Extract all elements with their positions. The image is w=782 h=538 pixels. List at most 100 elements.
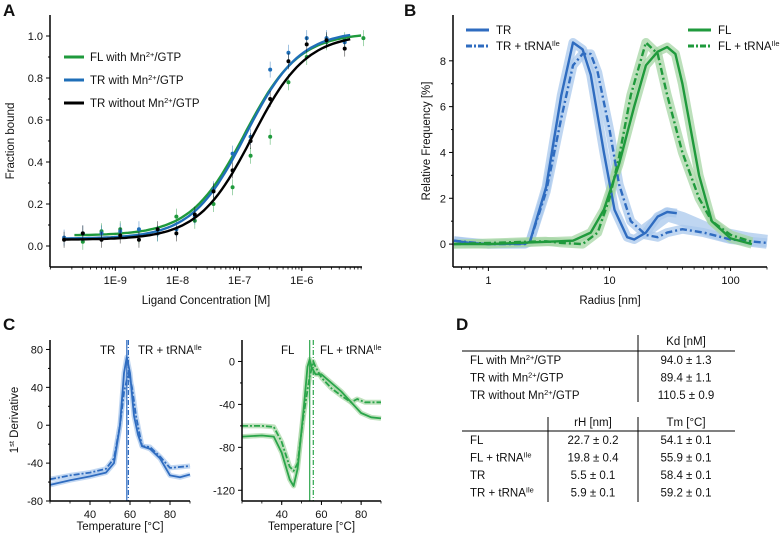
series-annotation-main: TR: [100, 345, 115, 357]
y-axis-title-main: 1: [9, 447, 21, 453]
row-label-rest: /GTP: [537, 373, 564, 385]
x-tick-label: 1E-8: [166, 275, 189, 287]
rh-value: 5.9 ± 0.1: [571, 488, 616, 500]
legend-label-rest: /GTP: [157, 75, 184, 87]
row-label-sup: 2+: [544, 388, 553, 397]
x-tick-label: 10: [603, 275, 615, 287]
y-tick-label: 2: [440, 193, 446, 205]
x-tick-label: 40: [276, 509, 288, 521]
summary-table: Kd [nM]FL with Mn2+/GTP 94.0 ± 1.3TR with…: [462, 335, 735, 502]
row-label-rest: /GTP: [553, 390, 580, 402]
panel-label-a: A: [3, 1, 15, 20]
y-axis-title: 1st Derivative: [7, 387, 21, 454]
x-tick-label: 100: [721, 275, 739, 287]
x-tick-label: 1E-7: [228, 275, 251, 287]
series-line-1: [242, 360, 381, 472]
confidence-band: [453, 49, 768, 249]
kd-header: Kd [nM]: [666, 336, 706, 348]
row-label-main: TR without Mn: [470, 390, 544, 402]
row-label: TR: [470, 470, 485, 482]
x-tick-label: 1: [485, 275, 491, 287]
x-axis-title: Radius [nm]: [579, 295, 640, 307]
row-label-main: FL: [470, 435, 484, 447]
y-tick-label: 0.2: [28, 199, 43, 211]
panel-label-c: C: [3, 315, 15, 334]
x-tick-label: 80: [355, 509, 367, 521]
y-tick-label: 8: [440, 56, 446, 68]
legend-label-rest: /GTP: [173, 98, 200, 110]
y-tick-label: -80: [27, 496, 43, 508]
row-label-main: FL + tRNA: [470, 453, 524, 465]
data-point: [80, 231, 85, 236]
legend-label-main: TR with Mn: [90, 75, 148, 87]
fit-curve: [64, 33, 351, 240]
legend-label: FL + tRNAIle: [718, 39, 779, 53]
legend-label-main: FL with Mn: [90, 52, 146, 64]
row-label-main: TR + tRNA: [470, 488, 526, 500]
data-point: [230, 185, 235, 190]
series-annotation-sup: Ile: [374, 343, 382, 352]
series-line-1: [453, 52, 768, 246]
data-point: [286, 80, 291, 85]
legend-label: TR + tRNAIle: [496, 39, 560, 53]
x-axis-title: Temperature [°C]: [268, 521, 355, 533]
legend-label-main: FL + tRNA: [718, 41, 772, 53]
rh-value: 19.8 ± 0.4: [567, 453, 619, 465]
rh-value: 22.7 ± 0.2: [567, 435, 618, 447]
row-label-rest: /GTP: [534, 355, 561, 367]
data-point: [286, 59, 291, 64]
panel-label-d: D: [456, 315, 468, 334]
series-annotation: TR: [100, 345, 115, 357]
data-point: [211, 189, 216, 194]
binding-curve-chart: 0.0 0.2 0.4 0.6 0.8 1.0 1E-9 1E-8 1E-7 1E-6 Ligand…: [5, 15, 366, 307]
data-point: [80, 239, 85, 244]
data-point: [192, 212, 197, 217]
kd-value: 110.5 ± 0.9: [658, 390, 715, 402]
y-tick-label: 6: [440, 102, 446, 114]
data-point: [304, 42, 309, 47]
fit-curve: [64, 38, 351, 241]
y-axis-title: Fraction bound: [5, 103, 17, 180]
data-point: [136, 237, 141, 242]
row-label-sup: Ile: [524, 451, 532, 460]
series-line-0: [49, 356, 191, 486]
legend-label-rest: /GTP: [154, 52, 181, 64]
row-label: FL + tRNAIle: [470, 451, 531, 465]
row-label-main: FL with Mn: [470, 355, 526, 367]
series-annotation: TR + tRNAIle: [138, 343, 202, 357]
tm-value: 55.9 ± 0.1: [660, 453, 711, 465]
series-line-2: [454, 45, 753, 246]
tm-value: 59.2 ± 0.1: [660, 488, 711, 500]
series-annotation-main: TR + tRNA: [138, 345, 194, 357]
data-point: [174, 231, 179, 236]
row-label-sup: 2+: [528, 371, 537, 380]
series-annotation-main: FL + tRNA: [320, 345, 374, 357]
data-point: [155, 227, 160, 232]
legend-label: FL: [718, 25, 732, 37]
x-tick-label: 40: [84, 509, 96, 521]
y-axis-title-sup: st: [7, 440, 16, 447]
size-distribution-chart: 0 2 4 6 8 1 10 100 Radius [nm] Relative Frequency…: [421, 15, 779, 307]
legend-label: TR without Mn2+/GTP: [90, 96, 200, 110]
y-tick-label: 0: [37, 420, 43, 432]
y-axis-title: Relative Frequency [%]: [421, 82, 433, 201]
rh-value: 5.5 ± 0.1: [571, 470, 616, 482]
tm-value: 54.1 ± 0.1: [660, 435, 711, 447]
legend-label: FL with Mn2+/GTP: [90, 50, 181, 64]
x-tick-label: 60: [315, 509, 327, 521]
y-tick-label: -120: [213, 485, 235, 497]
legend-label-sup: 2+: [148, 73, 157, 82]
kd-value: 94.0 ± 1.3: [660, 355, 711, 367]
x-tick-label: 1E-6: [290, 275, 313, 287]
legend-label-main: TR without Mn: [90, 98, 164, 110]
row-label: FL: [470, 435, 484, 447]
row-label: TR with Mn2+/GTP: [470, 371, 564, 385]
y-tick-label: 0.6: [28, 115, 43, 127]
tm-value: 58.4 ± 0.1: [660, 470, 711, 482]
data-point: [118, 233, 123, 238]
data-point: [268, 134, 273, 139]
data-point: [268, 67, 273, 72]
series-line-3: [453, 41, 753, 246]
